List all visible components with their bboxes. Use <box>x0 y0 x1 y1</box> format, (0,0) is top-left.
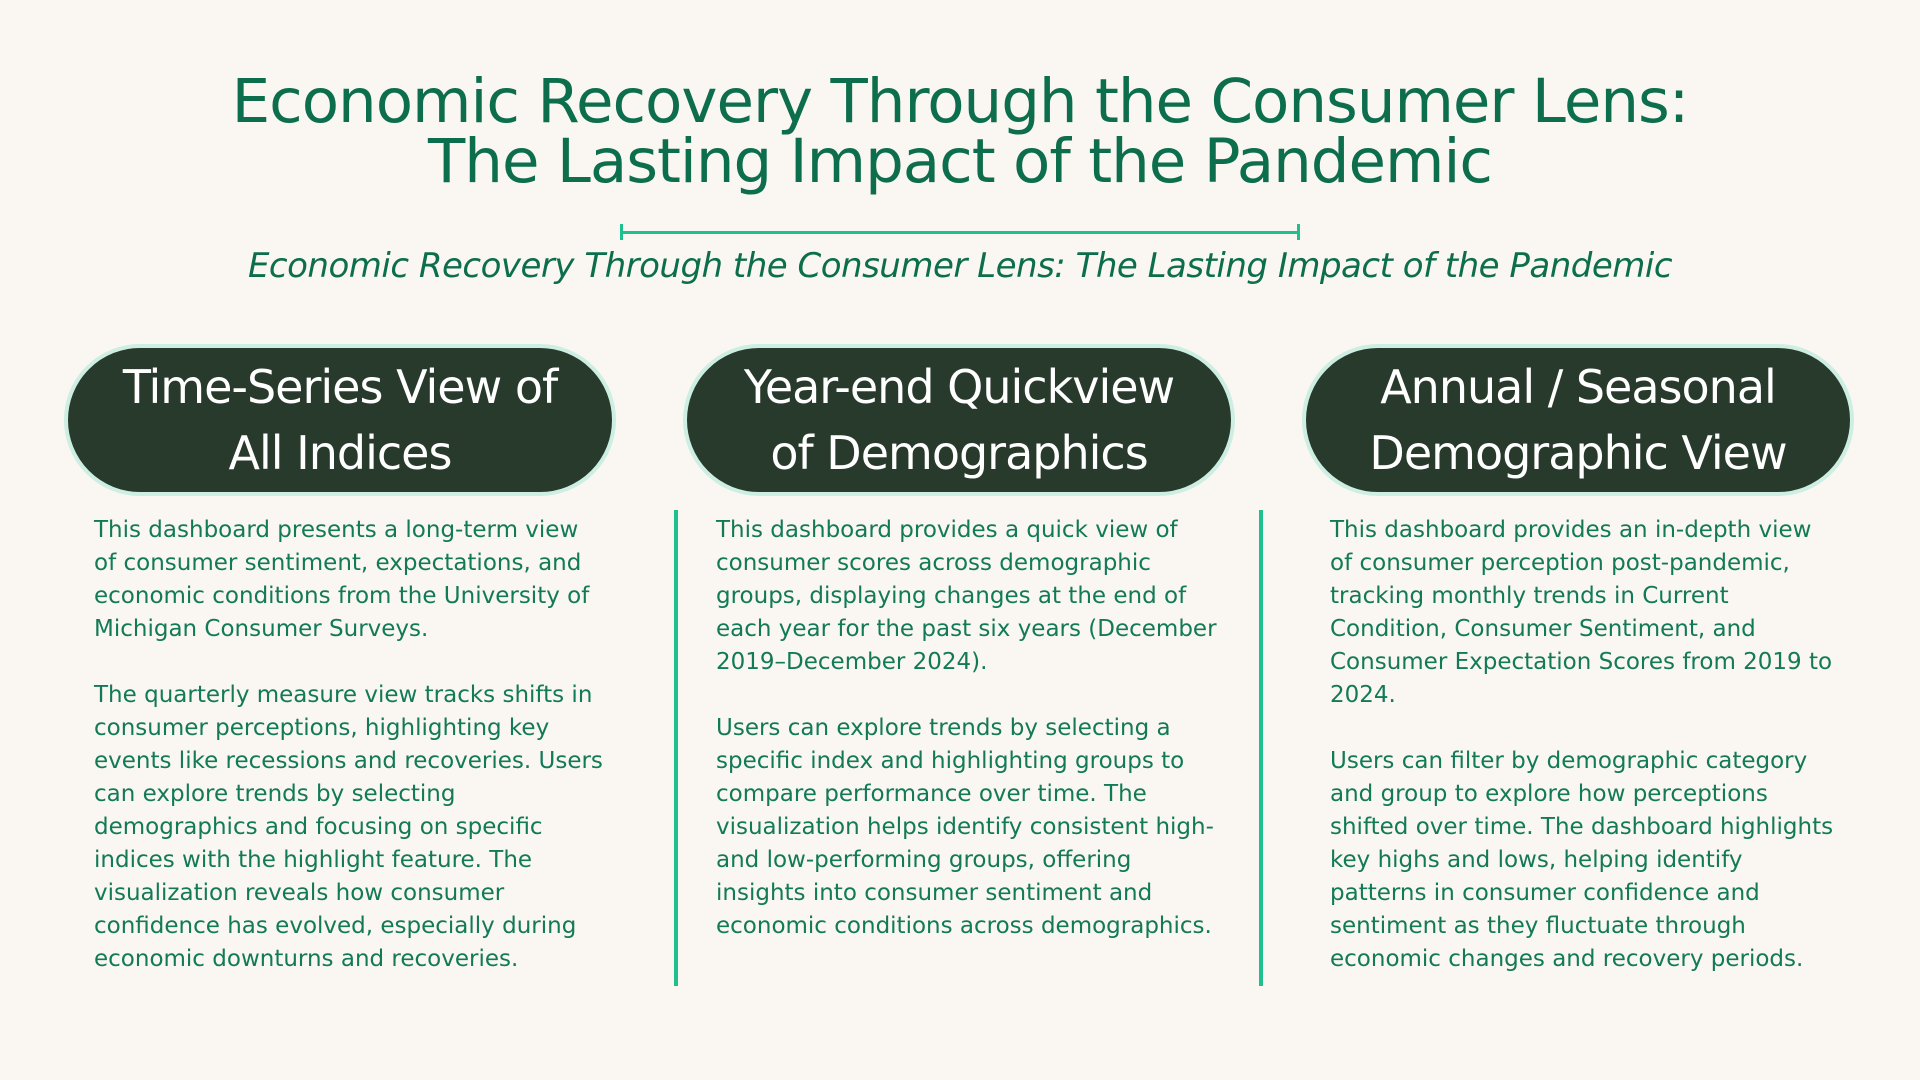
divider-cap-right <box>1297 224 1300 240</box>
dashboard-title-line-1: Year-end Quickview <box>743 360 1175 414</box>
column-annual-seasonal: Annual / Seasonal Demographic View This … <box>1302 344 1854 972</box>
description-paragraph: This dashboard provides a quick view of … <box>716 517 1217 675</box>
dashboard-button-annual-seasonal[interactable]: Annual / Seasonal Demographic View <box>1302 344 1854 496</box>
dashboard-button-label: Time-Series View of All Indices <box>122 354 558 486</box>
description-paragraph: This dashboard presents a long-term view… <box>94 517 590 642</box>
dashboard-title-line-2: All Indices <box>228 426 453 480</box>
dashboard-button-year-end-quickview[interactable]: Year-end Quickview of Demographics <box>683 344 1235 496</box>
dashboard-description: This dashboard provides an in-depth view… <box>1330 514 1840 976</box>
dashboard-title-line-1: Time-Series View of <box>122 360 558 414</box>
description-paragraph: Users can explore trends by selecting a … <box>716 715 1214 939</box>
title-divider <box>620 224 1300 240</box>
column-separator <box>674 510 678 986</box>
dashboard-description: This dashboard provides a quick view of … <box>716 514 1226 943</box>
column-separator <box>1259 510 1263 986</box>
dashboard-title-line-2: of Demographics <box>770 426 1148 480</box>
page-title-line-1: Economic Recovery Through the Consumer L… <box>231 66 1690 137</box>
dashboard-button-time-series[interactable]: Time-Series View of All Indices <box>64 344 616 496</box>
dashboard-button-label: Annual / Seasonal Demographic View <box>1369 354 1787 486</box>
page-title-line-2: The Lasting Impact of the Pandemic <box>428 126 1493 197</box>
divider-bar <box>620 231 1300 234</box>
dashboard-title-line-1: Annual / Seasonal <box>1380 360 1777 414</box>
dashboard-button-label: Year-end Quickview of Demographics <box>743 354 1175 486</box>
column-year-end-quickview: Year-end Quickview of Demographics This … <box>683 344 1235 939</box>
dashboard-title-line-2: Demographic View <box>1369 426 1787 480</box>
column-time-series: Time-Series View of All Indices This das… <box>64 344 616 972</box>
page-title: Economic Recovery Through the Consumer L… <box>0 71 1920 192</box>
page-header: Economic Recovery Through the Consumer L… <box>0 71 1920 192</box>
description-paragraph: Users can filter by demographic category… <box>1330 748 1834 972</box>
page-subtitle: Economic Recovery Through the Consumer L… <box>247 246 1673 286</box>
divider-cap-left <box>620 224 623 240</box>
description-paragraph: The quarterly measure view tracks shifts… <box>94 682 603 972</box>
description-paragraph: This dashboard provides an in-depth view… <box>1330 517 1833 708</box>
dashboard-description: This dashboard presents a long-term view… <box>94 514 604 976</box>
